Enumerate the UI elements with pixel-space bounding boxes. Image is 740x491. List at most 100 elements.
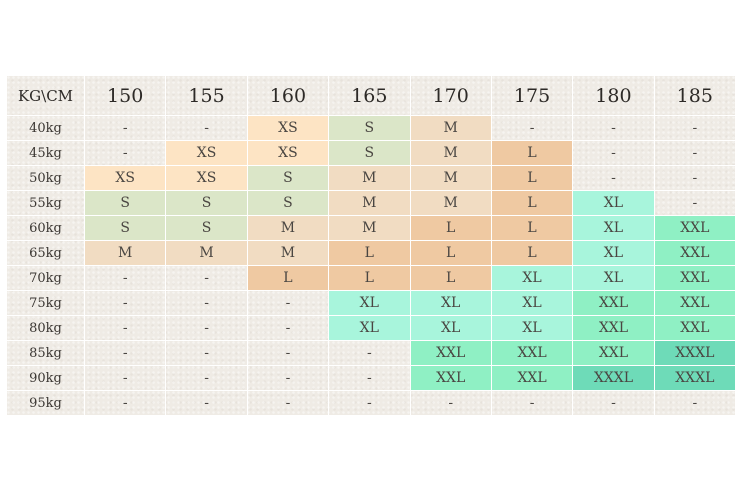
size-cell: - (572, 390, 655, 416)
size-cell: XXL (653, 240, 737, 266)
size-cell: - (653, 165, 737, 191)
table-row: 55kg S S S M M L XL - (6, 190, 737, 216)
size-cell: XS (83, 165, 167, 191)
size-cell: S (328, 140, 411, 166)
size-cell: XS (246, 140, 330, 166)
table-row: 50kg XS XS S M M L - - (6, 165, 737, 191)
size-cell: XXXL (653, 340, 737, 366)
size-cell: L (246, 265, 330, 291)
size-cell: XS (246, 115, 330, 141)
size-cell: S (165, 215, 248, 241)
size-cell: S (83, 190, 167, 216)
size-cell: - (246, 290, 330, 316)
size-cell: - (165, 365, 248, 391)
size-cell: L (490, 215, 574, 241)
size-cell: XL (328, 315, 411, 341)
weight-label: 85kg (6, 340, 85, 366)
size-cell: L (490, 165, 574, 191)
size-cell: - (83, 315, 167, 341)
size-cell: XL (572, 240, 655, 266)
size-cell: XL (490, 315, 574, 341)
size-cell: - (165, 315, 248, 341)
size-cell: XL (409, 315, 492, 341)
size-cell: L (409, 240, 492, 266)
weight-label: 65kg (6, 240, 85, 266)
size-cell: XXL (653, 290, 737, 316)
table-row: 75kg - - - XL XL XL XXL XXL (6, 290, 737, 316)
size-cell: S (83, 215, 167, 241)
size-cell: - (246, 315, 330, 341)
size-cell: - (165, 265, 248, 291)
weight-label: 60kg (6, 215, 85, 241)
table-row: 65kg M M M L L L XL XXL (6, 240, 737, 266)
table-row: 95kg - - - - - - - - (6, 390, 737, 416)
size-cell: S (165, 190, 248, 216)
size-cell: XXL (409, 365, 492, 391)
size-table: KG\CM 150 155 160 165 170 175 180 185 40kg - - XS S… (6, 75, 737, 416)
size-cell: - (83, 115, 167, 141)
size-cell: M (409, 190, 492, 216)
size-cell: XL (490, 290, 574, 316)
size-cell: - (572, 115, 655, 141)
size-chart: KG\CM 150 155 160 165 170 175 180 185 40kg - - XS S… (6, 75, 737, 416)
size-cell: - (83, 290, 167, 316)
size-cell: - (572, 165, 655, 191)
size-cell: XXL (653, 215, 737, 241)
size-cell: - (653, 140, 737, 166)
size-cell: - (165, 340, 248, 366)
size-cell: - (83, 265, 167, 291)
size-cell: S (246, 190, 330, 216)
size-cell: M (328, 215, 411, 241)
height-header: 170 (409, 75, 492, 116)
height-header: 180 (572, 75, 655, 116)
size-cell: M (165, 240, 248, 266)
size-cell: M (328, 165, 411, 191)
size-cell: M (409, 140, 492, 166)
weight-label: 50kg (6, 165, 85, 191)
size-cell: XXL (572, 290, 655, 316)
size-cell: - (165, 290, 248, 316)
size-cell: XXL (653, 315, 737, 341)
table-row: 90kg - - - - XXL XXL XXXL XXXL (6, 365, 737, 391)
size-cell: XL (328, 290, 411, 316)
table-row: 60kg S S M M L L XL XXL (6, 215, 737, 241)
size-cell: XS (165, 140, 248, 166)
size-cell: - (328, 365, 411, 391)
size-cell: M (409, 165, 492, 191)
size-cell: M (409, 115, 492, 141)
size-cell: XXXL (572, 365, 655, 391)
size-cell: L (328, 265, 411, 291)
height-header: 185 (653, 75, 737, 116)
weight-label: 70kg (6, 265, 85, 291)
size-cell: - (83, 140, 167, 166)
size-cell: - (246, 365, 330, 391)
corner-label: KG\CM (6, 75, 85, 116)
height-header: 175 (490, 75, 574, 116)
table-row: 80kg - - - XL XL XL XXL XXL (6, 315, 737, 341)
weight-label: 55kg (6, 190, 85, 216)
height-header: 165 (328, 75, 411, 116)
size-cell: L (328, 240, 411, 266)
size-cell: XXL (409, 340, 492, 366)
table-row: 70kg - - L L L XL XL XXL (6, 265, 737, 291)
size-cell: XL (490, 265, 574, 291)
weight-label: 80kg (6, 315, 85, 341)
size-cell: - (83, 365, 167, 391)
size-cell: XL (572, 215, 655, 241)
table-row: 40kg - - XS S M - - - (6, 115, 737, 141)
size-cell: - (328, 390, 411, 416)
size-cell: - (165, 390, 248, 416)
weight-label: 45kg (6, 140, 85, 166)
height-header: 155 (165, 75, 248, 116)
size-cell: XXL (572, 340, 655, 366)
size-cell: - (246, 340, 330, 366)
size-cell: - (490, 390, 574, 416)
size-cell: L (490, 140, 574, 166)
size-cell: - (572, 140, 655, 166)
weight-label: 90kg (6, 365, 85, 391)
size-cell: M (83, 240, 167, 266)
size-cell: M (246, 215, 330, 241)
size-cell: L (490, 190, 574, 216)
table-body: 40kg - - XS S M - - -45kg - XS XS S M L - -50kg XS XS S M M L -… (6, 115, 737, 416)
size-cell: XXL (490, 365, 574, 391)
